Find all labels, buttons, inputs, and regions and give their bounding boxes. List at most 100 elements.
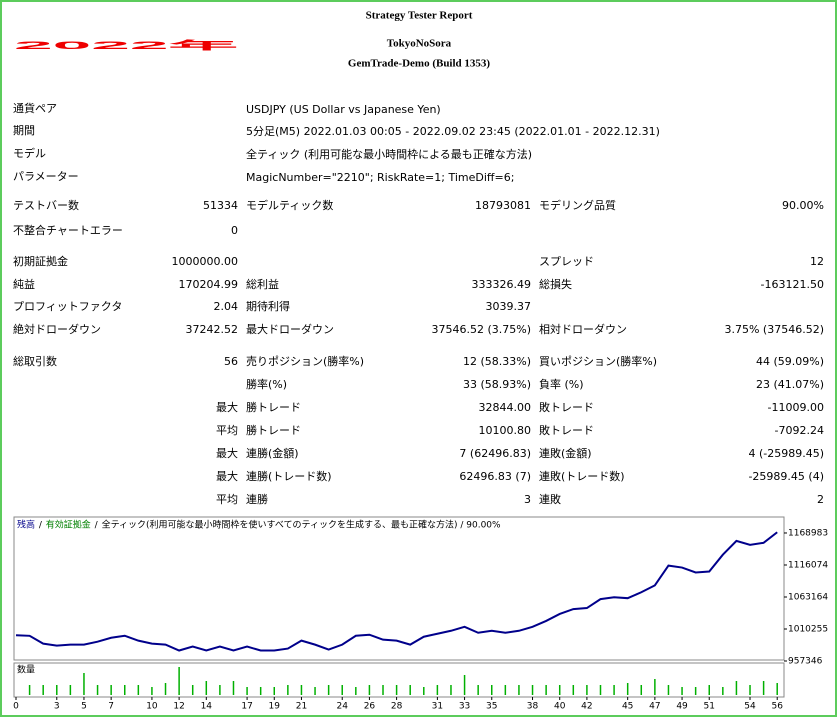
x-tick-label: 21 [296,702,307,712]
stat-value: 3039.37 [486,300,532,313]
x-tick-label: 56 [771,702,783,712]
y-tick-label: 1168983 [788,528,828,538]
x-tick-label: 47 [649,702,660,712]
stat-label: 絶対ドローダウン [13,322,101,336]
stat-value: -25989.45 (4) [748,470,824,483]
x-tick-label: 24 [337,702,349,712]
stat-value: 最大 [216,469,238,483]
report-title: Strategy Tester Report [366,10,473,22]
stat-label: 総利益 [246,277,279,291]
stat-value: 平均 [216,493,238,506]
x-tick-label: 31 [432,702,443,712]
stat-label: 連敗(金額) [539,446,592,460]
info-value: 全ティック (利用可能な最小時間枠による最も正確な方法) [246,147,532,161]
stat-value: 23 (41.07%) [756,378,824,391]
y-tick-label: 1116074 [788,560,828,570]
y-tick-label: 1010255 [788,624,828,634]
stat-value: 62496.83 (7) [459,470,531,483]
x-tick-label: 17 [241,702,252,712]
info-label: パラメーター [13,170,79,183]
volume-panel [13,662,785,698]
x-tick-label: 35 [486,702,497,712]
stat-value: 51334 [203,199,238,212]
stat-label: テストバー数 [13,199,79,212]
x-tick-label: 7 [108,702,114,712]
stat-value: 4 (-25989.45) [748,447,824,460]
stat-label: 負率 (%) [539,377,584,391]
stat-label: スプレッド [539,255,594,268]
legend-separator: / [92,521,101,531]
stat-label: 勝トレード [246,400,301,414]
stat-label: 敗トレード [539,400,594,414]
stat-value: 32844.00 [479,401,532,414]
x-tick-label: 49 [676,702,688,712]
stat-value: -7092.24 [775,424,824,437]
stat-label: モデリング品質 [539,198,616,212]
stat-label: モデルティック数 [246,198,333,212]
stat-label: 連勝 [246,492,268,506]
legend-note: 全ティック(利用可能な最小時間枠を使いすべてのティックを生成する、最も正確な方法… [102,519,501,531]
volume-label: 数量 [17,664,35,676]
stat-value: 12 [810,255,824,268]
expert-name: TokyoNoSora [387,38,452,50]
x-tick-label: 42 [581,702,592,712]
stat-value: 1000000.00 [172,255,238,268]
stat-label: 期待利得 [246,299,290,313]
stat-value: 2 [817,493,824,506]
stat-value: 18793081 [475,199,531,212]
x-tick-label: 28 [391,702,403,712]
stat-value: 12 (58.33%) [463,355,531,368]
stat-label: 総取引数 [13,354,57,368]
stat-label: プロフィットファクタ [13,300,122,313]
stat-label: 買いポジション(勝率%) [539,354,657,368]
chart-panel [13,516,785,661]
x-tick-label: 40 [554,702,566,712]
x-tick-label: 0 [13,702,19,712]
stat-value: 最大 [216,400,238,414]
stat-value: -11009.00 [768,401,824,414]
legend-entry: 残高 [17,519,35,531]
y-tick-label: 1063164 [788,592,828,602]
stat-label: 連敗 [539,492,561,506]
stat-value: -163121.50 [761,278,824,291]
stat-label: 最大ドローダウン [246,322,334,336]
legend-separator: / [36,521,45,531]
y-tick-label: 957346 [788,657,823,667]
stat-value: 3.75% (37546.52) [724,323,824,336]
info-value: MagicNumber="2210"; RiskRate=1; TimeDiff… [246,171,514,184]
stat-value: 33 (58.93%) [463,378,531,391]
stat-label: 勝率(%) [246,377,287,391]
server-name: GemTrade-Demo (Build 1353) [348,58,491,70]
stat-value: 333326.49 [472,278,532,291]
x-tick-label: 5 [81,702,87,712]
stat-value: 170204.99 [179,278,239,291]
stat-label: 勝トレード [246,423,301,437]
stat-value: 平均 [216,424,238,437]
stat-label: 不整合チャートエラー [13,223,123,237]
stat-value: 56 [224,355,238,368]
x-tick-label: 33 [459,702,470,712]
x-tick-label: 38 [527,702,539,712]
stat-value: 7 (62496.83) [459,447,531,460]
stat-label: 売りポジション(勝率%) [246,354,364,368]
stat-value: 37546.52 (3.75%) [431,323,531,336]
legend-entry: 有効証拠金 [46,519,91,531]
x-tick-label: 19 [269,702,281,712]
stat-label: 敗トレード [539,423,594,437]
x-tick-label: 14 [201,702,213,712]
stat-value: 44 (59.09%) [756,355,824,368]
info-label: モデル [13,146,46,160]
stat-value: 0 [231,224,238,237]
stat-value: 2.04 [214,300,239,313]
info-label: 通貨ペア [13,101,57,115]
x-tick-label: 45 [622,702,633,712]
stat-label: 初期証拠金 [13,254,68,268]
balance-line [15,531,778,652]
x-tick-label: 26 [364,702,376,712]
stat-label: 相対ドローダウン [539,322,627,336]
stat-label: 純益 [13,277,35,291]
x-tick-label: 12 [173,702,184,712]
year-badge: 2022年 [14,38,238,52]
stat-value: 10100.80 [479,424,532,437]
stat-label: 総損失 [539,277,572,291]
